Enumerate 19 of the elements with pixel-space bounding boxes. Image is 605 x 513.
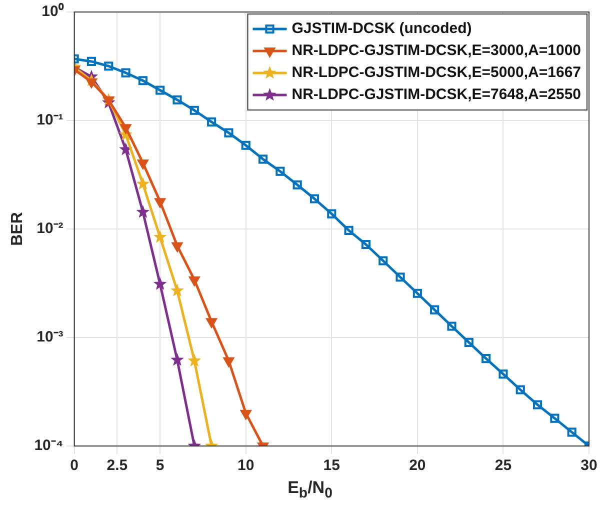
y-axis-title: BER: [9, 212, 26, 246]
x-axis-title: E$_{b}$/N$_{0}$: [286, 478, 334, 502]
legend-label: NR-LDPC-GJSTIM-DCSK,E=7648,A=2550: [292, 86, 582, 104]
y-tick-label: 10⁻⁴: [34, 437, 64, 454]
y-tick-label: 10⁻²: [36, 220, 64, 238]
x-tick-label: 5: [156, 457, 164, 474]
y-tick-label: 10⁰: [42, 2, 64, 20]
y-tick-label: 10⁻³: [36, 328, 64, 346]
x-tick-label: 20: [409, 457, 426, 474]
x-tick-label: 30: [580, 457, 598, 474]
x-tick-label: 2.5: [106, 457, 128, 474]
x-tick-label: 10: [238, 457, 254, 474]
x-tick-label: 15: [323, 457, 340, 474]
x-tick-label: 25: [494, 457, 512, 474]
legend-label: NR-LDPC-GJSTIM-DCSK,E=3000,A=1000: [292, 42, 582, 60]
legend-label: GJSTIM-DCSK (uncoded): [292, 20, 472, 38]
y-tick-label: 10⁻¹: [36, 112, 64, 129]
x-tick-label: 0: [70, 457, 78, 474]
legend-label: NR-LDPC-GJSTIM-DCSK,E=5000,A=1667: [292, 64, 582, 82]
